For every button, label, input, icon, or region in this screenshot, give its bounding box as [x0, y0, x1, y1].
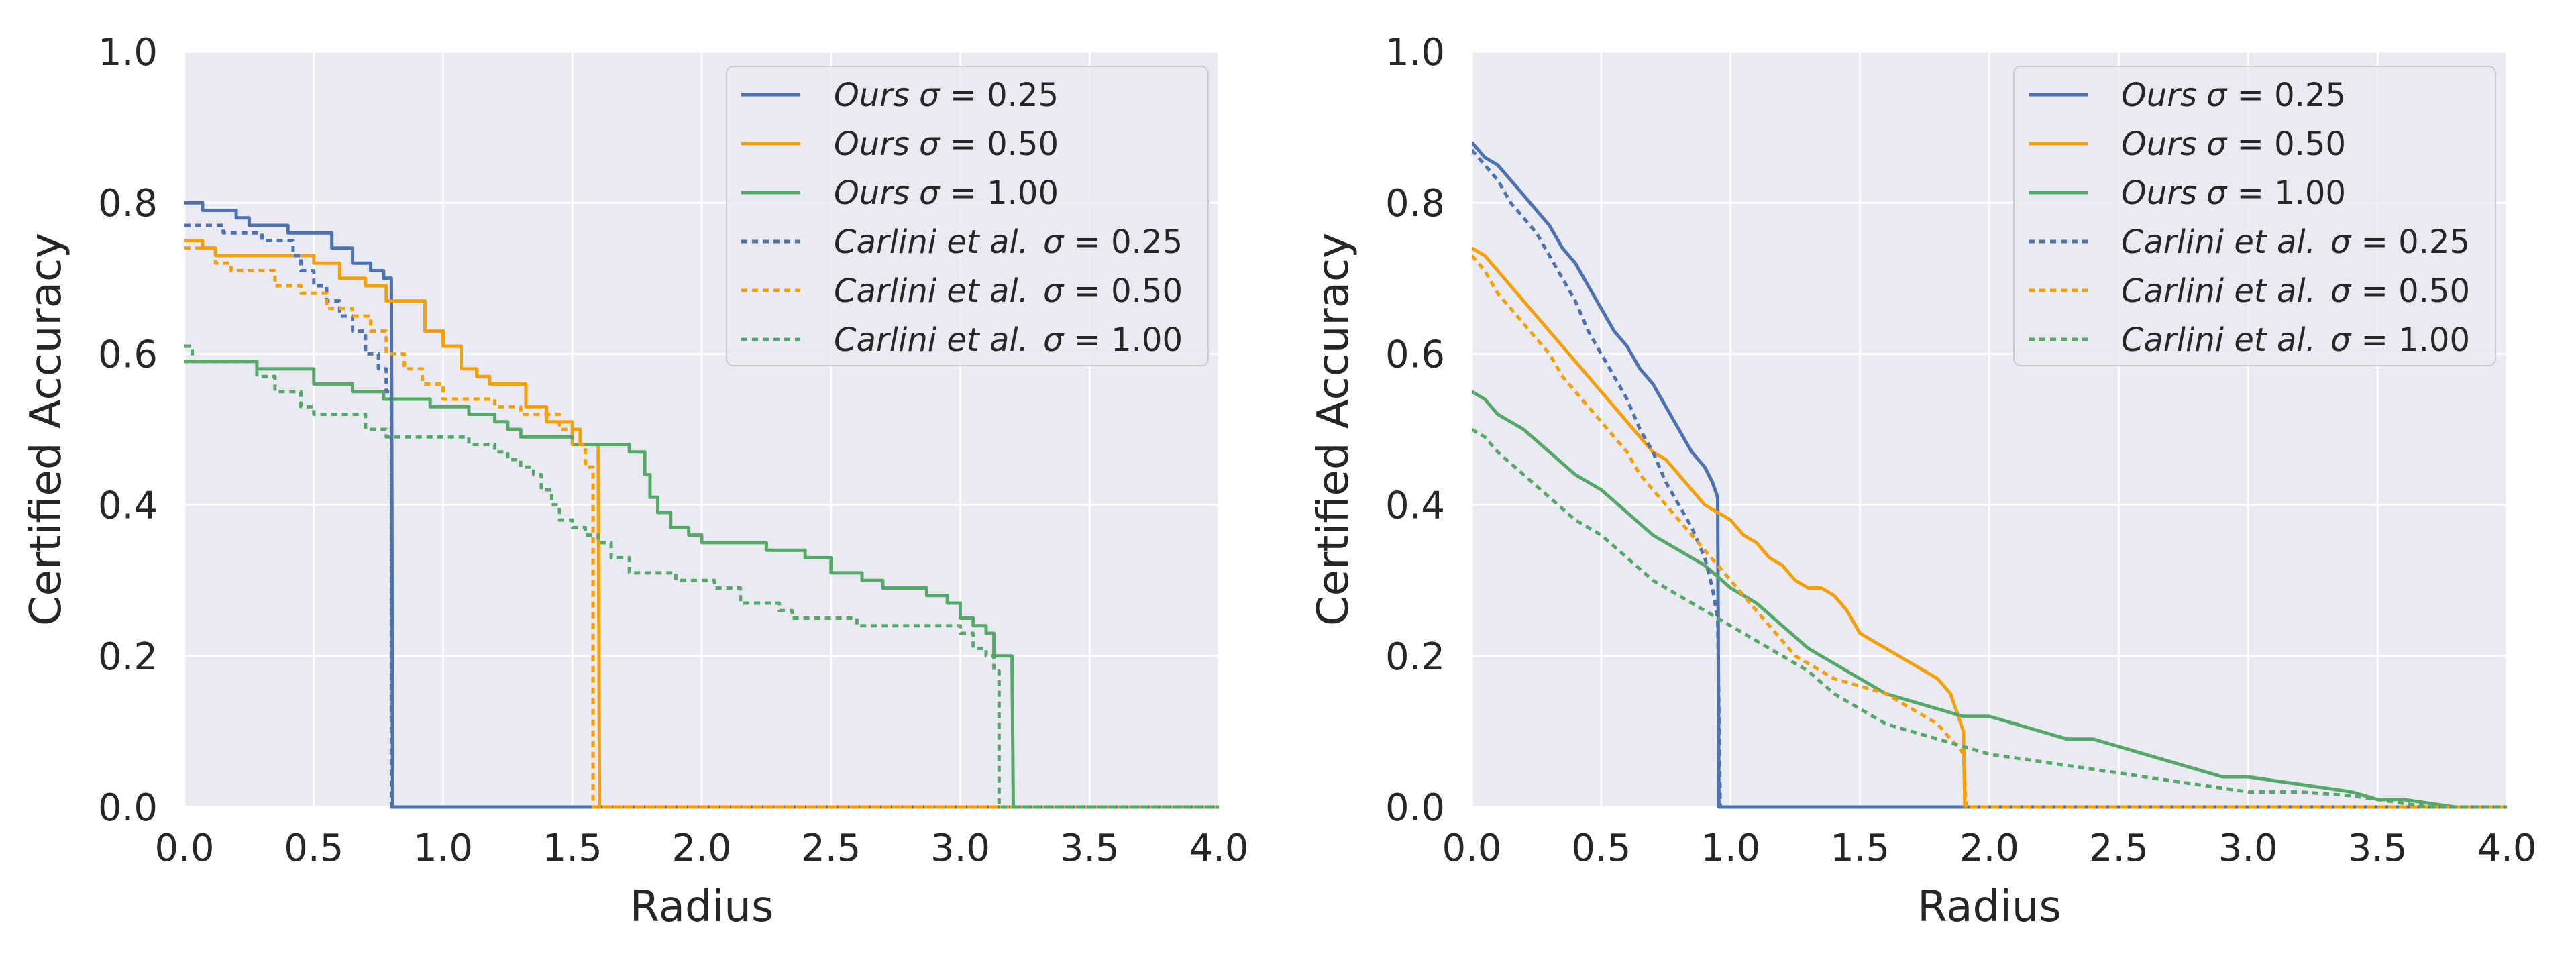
- x-tick-label: 4.0: [1189, 826, 1248, 870]
- x-tick-label: 2.5: [801, 826, 861, 870]
- y-axis-label: Certified Accuracy: [1309, 233, 1358, 626]
- legend-entry: Ours σ = 1.00: [834, 174, 1059, 212]
- x-tick-label: 1.0: [413, 826, 473, 870]
- y-tick-label: 0.8: [1385, 182, 1445, 225]
- y-tick-label: 0.6: [1385, 333, 1445, 376]
- y-tick-label: 0.0: [1385, 786, 1445, 830]
- legend-entry: Ours σ = 0.50: [834, 125, 1059, 163]
- series-line-carlini-sigma-0.25: [1472, 148, 2507, 809]
- series-line-ours-sigma-1.00: [184, 360, 1219, 809]
- legend-entry: Carlini et al. σ = 0.25: [2121, 223, 2470, 261]
- legend-entry: Carlini et al. σ = 0.25: [834, 223, 1183, 261]
- x-tick-label: 0.0: [1442, 826, 1501, 870]
- series-line-carlini-sigma-0.25: [184, 223, 1219, 809]
- x-axis-label: Radius: [630, 882, 774, 932]
- x-tick-label: 3.5: [2348, 826, 2408, 870]
- x-tick-label: 2.0: [672, 826, 731, 870]
- chart-panel-right: 0.0 0.5 1.0 1.5 2.0 2.5 3.0 3.5 4.0 0.0 0.2 0.4 0.6 0…: [1309, 31, 2537, 932]
- legend-entry: Carlini et al. σ = 0.50: [834, 272, 1183, 310]
- legend-entry: Carlini et al. σ = 1.00: [2121, 321, 2470, 359]
- x-tick-label: 3.5: [1060, 826, 1120, 870]
- legend: Ours σ = 0.25 Ours σ = 0.50 Ours σ = 1.00 Carl…: [726, 66, 1209, 366]
- legend-entry: Ours σ = 0.25: [834, 76, 1059, 114]
- x-tick-label: 0.0: [154, 826, 214, 870]
- series-line-ours-sigma-0.50: [184, 239, 1219, 809]
- y-tick-label: 0.2: [1385, 635, 1445, 679]
- y-tick-label: 0.4: [98, 484, 158, 528]
- series-line-carlini-sigma-0.50: [184, 246, 1219, 809]
- legend-entry: Ours σ = 1.00: [2121, 174, 2346, 212]
- y-tick-label: 0.0: [98, 786, 158, 830]
- y-tick-label: 1.0: [1385, 31, 1445, 74]
- x-axis-label: Radius: [1917, 882, 2061, 932]
- x-tick-label: 1.5: [1830, 826, 1890, 870]
- series-line-ours-sigma-0.25: [1472, 141, 2507, 809]
- x-tick-label: 0.5: [1571, 826, 1631, 870]
- x-tick-label: 3.0: [2218, 826, 2278, 870]
- chart-panel-left: 0.0 0.5 1.0 1.5 2.0 2.5 3.0 3.5 4.0 0.0 0.2 0.4 0.6 0…: [21, 31, 1249, 932]
- x-tick-label: 1.0: [1701, 826, 1760, 870]
- y-tick-label: 0.2: [98, 635, 158, 679]
- y-tick-label: 0.6: [98, 333, 158, 376]
- series-line-ours-sigma-1.00: [1472, 390, 2507, 809]
- x-tick-label: 1.5: [543, 826, 602, 870]
- y-axis-label: Certified Accuracy: [21, 233, 71, 626]
- legend-box: [726, 66, 1209, 366]
- x-tick-label: 2.0: [1960, 826, 2019, 870]
- series-line-ours-sigma-0.25: [184, 201, 1219, 809]
- y-tick-label: 1.0: [98, 31, 158, 74]
- series-line-carlini-sigma-1.00: [1472, 427, 2507, 809]
- x-tick-label: 3.0: [930, 826, 990, 870]
- legend-entry: Carlini et al. σ = 0.50: [2121, 272, 2470, 310]
- legend-entry: Ours σ = 0.50: [2121, 125, 2346, 163]
- y-tick-label: 0.8: [98, 182, 158, 225]
- x-tick-label: 2.5: [2089, 826, 2149, 870]
- legend-entry: Carlini et al. σ = 1.00: [834, 321, 1183, 359]
- series-line-ours-sigma-0.50: [1472, 246, 2507, 809]
- legend-entry: Ours σ = 0.25: [2121, 76, 2346, 114]
- series-line-carlini-sigma-1.00: [184, 344, 1219, 809]
- x-tick-label: 4.0: [2477, 826, 2536, 870]
- x-tick-label: 0.5: [284, 826, 343, 870]
- series-line-carlini-sigma-0.50: [1472, 254, 2507, 809]
- legend: Ours σ = 0.25 Ours σ = 0.50 Ours σ = 1.00 Carl…: [2013, 66, 2496, 366]
- legend-box: [2013, 66, 2496, 366]
- y-tick-label: 0.4: [1385, 484, 1445, 528]
